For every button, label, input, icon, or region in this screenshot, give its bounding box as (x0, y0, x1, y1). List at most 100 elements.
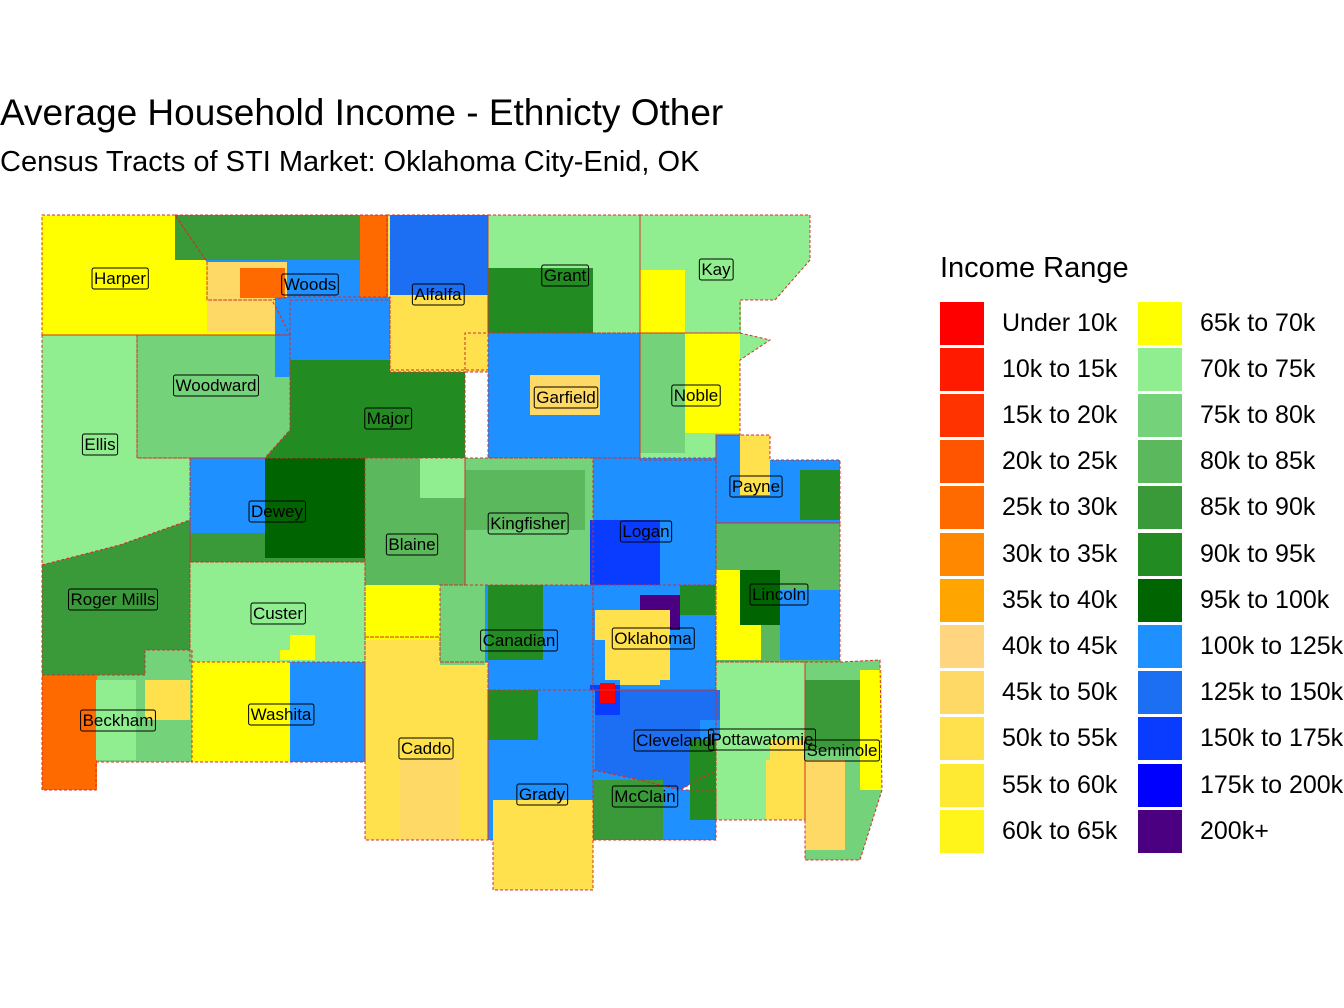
legend-swatch (940, 763, 984, 807)
svg-text:Roger Mills: Roger Mills (70, 590, 155, 609)
tract-patch (488, 690, 538, 740)
legend-swatch (1138, 763, 1182, 807)
county-ellis (42, 335, 190, 565)
legend-label: 70k to 75k (1200, 354, 1316, 383)
legend-swatch (1138, 624, 1182, 668)
legend-label: 35k to 40k (1002, 585, 1118, 614)
legend-label: 15k to 20k (1002, 400, 1118, 429)
svg-text:Custer: Custer (253, 604, 303, 623)
county-label-alfalfa: Alfalfa (411, 283, 465, 306)
county-label-payne: Payne (729, 475, 783, 498)
tract-patch (740, 570, 780, 625)
svg-text:Kingfisher: Kingfisher (490, 514, 566, 533)
tract-patch (240, 600, 290, 650)
svg-text:Grady: Grady (519, 785, 566, 804)
legend-swatch (940, 301, 984, 345)
legend-swatch (1138, 717, 1182, 761)
svg-text:McClain: McClain (614, 787, 675, 806)
tract-patch (175, 215, 360, 260)
legend-item: 55k to 60k (940, 762, 1117, 808)
legend-swatch (940, 717, 984, 761)
legend-item: 45k to 50k (940, 670, 1117, 716)
tract-patch (600, 683, 615, 703)
tract-patch (685, 333, 740, 433)
legend-label: 75k to 80k (1200, 400, 1316, 429)
county-label-blaine: Blaine (385, 533, 439, 556)
legend-swatch (940, 578, 984, 622)
county-label-cleveland: Cleveland (633, 729, 715, 752)
legend-item: 125k to 150k (1138, 670, 1343, 716)
tract-patch (805, 680, 860, 750)
svg-text:Woodward: Woodward (176, 376, 257, 395)
svg-text:Ellis: Ellis (84, 435, 115, 454)
tract-patch (660, 460, 715, 510)
county-roger-mills (42, 520, 190, 675)
tract-patch (420, 458, 465, 498)
tract-patch (800, 470, 840, 520)
svg-text:Payne: Payne (732, 477, 780, 496)
legend-label: 80k to 85k (1200, 447, 1316, 476)
legend-item: 50k to 55k (940, 716, 1117, 762)
county-label-garfield: Garfield (533, 386, 599, 409)
legend-item: 70k to 75k (1138, 346, 1315, 392)
legend-label: 85k to 90k (1200, 493, 1316, 522)
county-label-dewey: Dewey (248, 500, 306, 523)
county-border (639, 214, 811, 334)
legend-item: 100k to 125k (1138, 623, 1343, 669)
svg-text:Kay: Kay (701, 260, 731, 279)
legend-label: 90k to 95k (1200, 539, 1316, 568)
legend-item: 60k to 65k (940, 808, 1117, 854)
county-label-noble: Noble (671, 384, 721, 407)
county-border (715, 661, 806, 821)
svg-text:Beckham: Beckham (83, 711, 154, 730)
legend-label: 25k to 30k (1002, 493, 1118, 522)
legend-item: 30k to 35k (940, 531, 1117, 577)
legend-label: 40k to 45k (1002, 631, 1118, 660)
county-border (174, 214, 388, 301)
svg-text:Seminole: Seminole (807, 741, 878, 760)
tract-patch (545, 690, 595, 790)
legend-label: Under 10k (1002, 308, 1118, 337)
legend-swatch (940, 393, 984, 437)
tract-patch (488, 268, 593, 333)
county-label-custer: Custer (250, 602, 306, 625)
county-labels: Harper Woods Alfalfa Grant Kay Woodward Ellis M… (67, 258, 880, 808)
county-label-woodward: Woodward (173, 374, 259, 397)
legend-swatch (940, 809, 984, 853)
legend-swatch (1138, 532, 1182, 576)
svg-text:Caddo: Caddo (401, 739, 451, 758)
legend-swatch (940, 440, 984, 484)
legend-label: 95k to 100k (1200, 585, 1330, 614)
county-label-woods: Woods (281, 273, 339, 296)
county-border (639, 332, 772, 461)
map-subtitle: Census Tracts of STI Market: Oklahoma Ci… (0, 146, 700, 178)
county-border (804, 659, 883, 861)
svg-text:Major: Major (367, 409, 410, 428)
legend-swatch (1138, 347, 1182, 391)
legend-item: 80k to 85k (1138, 439, 1315, 485)
tract-patch (805, 760, 845, 850)
county-label-logan: Logan (619, 520, 673, 543)
legend-swatch (1138, 393, 1182, 437)
legend-item: 40k to 45k (940, 623, 1117, 669)
legend-swatch (1138, 809, 1182, 853)
tract-patch (192, 662, 287, 757)
tract-patch (265, 458, 365, 558)
county-borders (41, 214, 883, 891)
svg-text:Cleveland: Cleveland (636, 731, 712, 750)
county-label-canadian: Canadian (480, 629, 558, 652)
svg-text:Grant: Grant (544, 266, 587, 285)
legend-label: 125k to 150k (1200, 678, 1344, 707)
county-label-kingfisher: Kingfisher (487, 512, 569, 535)
tract-patch (640, 333, 685, 453)
legend-label: 20k to 25k (1002, 447, 1118, 476)
tract-patch (400, 760, 460, 840)
tract-patch (390, 297, 488, 372)
legend-swatch (1138, 486, 1182, 530)
legend-label: 60k to 65k (1002, 816, 1118, 845)
county-border (364, 636, 489, 841)
legend-swatch (940, 671, 984, 715)
legend-item: 65k to 70k (1138, 300, 1315, 346)
tract-patch (493, 800, 593, 890)
tract-patch (365, 500, 465, 585)
